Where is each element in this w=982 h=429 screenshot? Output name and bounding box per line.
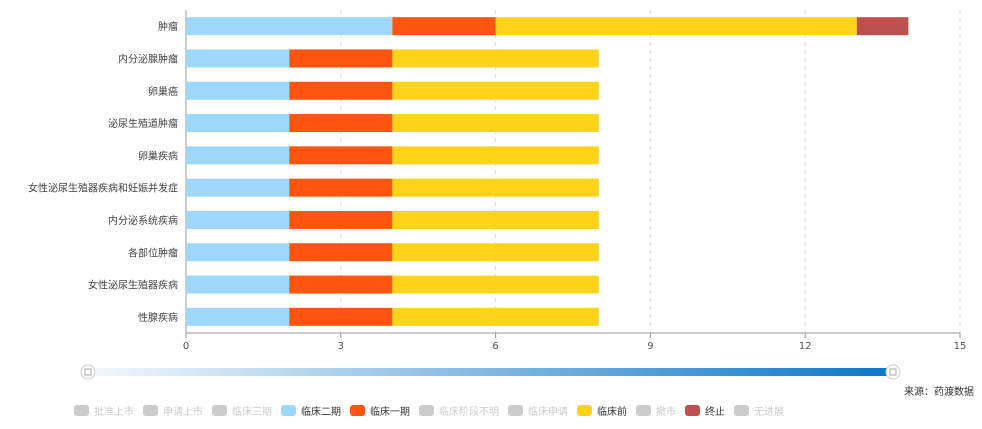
bar-segment	[392, 49, 599, 68]
legend-item[interactable]: 临床申请	[508, 403, 568, 418]
legend-swatch	[419, 405, 434, 416]
bar-segment	[186, 210, 290, 229]
legend-swatch	[281, 405, 296, 416]
bar-segment	[495, 17, 857, 36]
bar-segment	[289, 81, 393, 100]
bar-segment	[392, 307, 599, 326]
legend-swatch	[508, 405, 523, 416]
bar-segment	[392, 178, 599, 197]
bar-segment	[186, 81, 290, 100]
handle-grip-icon	[889, 368, 897, 376]
bar-segment	[289, 243, 393, 262]
legend: 批准上市 申请上市 临床三期 临床二期 临床一期 临床阶段不明 临床申请 临床前 撤市 终止 无进展	[74, 403, 784, 418]
legend-swatch	[685, 405, 700, 416]
legend-item[interactable]: 撤市	[636, 403, 676, 418]
legend-item[interactable]: 临床二期	[281, 403, 341, 418]
zoom-slider-track[interactable]	[88, 368, 893, 376]
bar-segment	[186, 49, 290, 68]
legend-item[interactable]: 批准上市	[74, 403, 134, 418]
bar-segment	[186, 17, 393, 36]
legend-label: 申请上市	[163, 407, 203, 418]
legend-item[interactable]: 临床一期	[350, 403, 410, 418]
legend-label: 临床阶段不明	[439, 407, 499, 418]
bar-segment	[186, 178, 290, 197]
legend-item[interactable]: 申请上市	[143, 403, 203, 418]
legend-swatch	[143, 405, 158, 416]
legend-swatch	[350, 405, 365, 416]
bar-segment	[392, 81, 599, 100]
legend-item[interactable]: 无进展	[734, 403, 784, 418]
bar-chart: 0 3 6 9 12 15 肿瘤内分泌腺肿瘤卵巢癌泌尿生殖道肿瘤卵巢疾病女性泌尿生殖器疾病和…	[28, 10, 967, 380]
legend-item[interactable]: 终止	[685, 403, 725, 418]
category-label: 泌尿生殖道肿瘤	[108, 117, 178, 130]
legend-label: 临床前	[597, 407, 627, 418]
category-label: 性腺疾病	[138, 311, 178, 324]
legend-label: 撤市	[656, 407, 676, 418]
legend-swatch	[734, 405, 749, 416]
x-tick-label: 9	[647, 341, 653, 352]
legend-swatch	[212, 405, 227, 416]
category-label: 女性泌尿生殖器疾病	[88, 279, 178, 292]
bar-segment	[856, 17, 909, 36]
bar-segment	[289, 210, 393, 229]
legend-label: 无进展	[754, 407, 784, 418]
legend-label: 临床一期	[370, 407, 410, 418]
legend-label: 终止	[705, 407, 725, 418]
bar-segment	[186, 146, 290, 165]
legend-label: 临床三期	[232, 407, 272, 418]
bar-segment	[289, 49, 393, 68]
bar-segment	[186, 114, 290, 133]
bar-segment	[186, 243, 290, 262]
category-label: 女性泌尿生殖器疾病和妊娠并发症	[28, 182, 178, 195]
legend-item[interactable]: 临床阶段不明	[419, 403, 499, 418]
category-label: 卵巢疾病	[138, 149, 178, 162]
x-tick-label: 0	[183, 341, 189, 352]
zoom-slider-right-handle[interactable]	[885, 364, 901, 380]
bar-segment	[392, 114, 599, 133]
x-tick-label: 6	[492, 341, 498, 352]
legend-label: 临床二期	[301, 407, 341, 418]
bar-segment	[186, 307, 290, 326]
bar-segment	[392, 275, 599, 294]
x-tick-label: 3	[338, 341, 344, 352]
category-label: 各部位肿瘤	[128, 246, 178, 259]
x-tick-label: 15	[954, 341, 967, 352]
handle-grip-icon	[84, 368, 92, 376]
category-label: 内分泌腺肿瘤	[118, 52, 178, 65]
bar-segment	[186, 275, 290, 294]
legend-swatch	[74, 405, 89, 416]
bar-segment	[289, 307, 393, 326]
bar-segment	[392, 146, 599, 165]
bar-segment	[289, 114, 393, 133]
bar-segment	[289, 146, 393, 165]
bar-segment	[392, 17, 496, 36]
legend-label: 临床申请	[528, 407, 568, 418]
zoom-slider-left-handle[interactable]	[80, 364, 96, 380]
category-label: 卵巢癌	[148, 85, 178, 98]
legend-label: 批准上市	[94, 407, 134, 418]
category-label: 肿瘤	[158, 20, 178, 33]
category-label: 内分泌系统疾病	[108, 214, 178, 227]
legend-item[interactable]: 临床三期	[212, 403, 272, 418]
legend-swatch	[636, 405, 651, 416]
bar-segment	[289, 275, 393, 294]
legend-item[interactable]: 临床前	[577, 403, 627, 418]
legend-swatch	[577, 405, 592, 416]
bar-segment	[289, 178, 393, 197]
bar-segment	[392, 243, 599, 262]
bar-segment	[392, 210, 599, 229]
x-tick-label: 12	[799, 341, 812, 352]
source-text: 来源：药渡数据	[904, 387, 974, 398]
